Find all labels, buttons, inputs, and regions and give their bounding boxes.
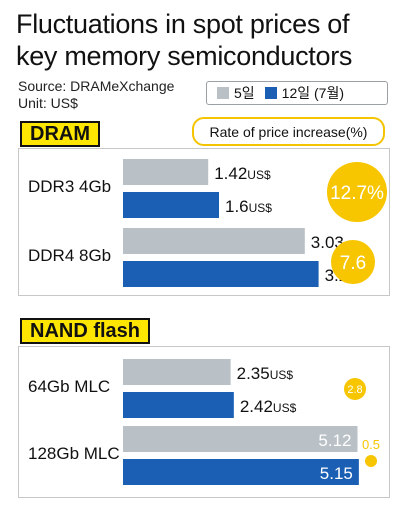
category-label-0: DDR3 4Gb [28,177,111,196]
legend-swatch-gray [217,87,229,99]
increase-label-nand-0: 2.8 [347,384,362,396]
nand-tag: NAND flash [20,318,151,344]
bar-dram-1-1 [123,261,319,287]
value-label-dram-1-0: 3.03 [311,233,344,252]
chart-title: Fluctuations in spot prices of key memor… [16,8,386,72]
value-label-nand-1-1: 5.15 [320,464,353,483]
legend-label-5: 5일 [234,85,255,101]
value-label-nand-0-0: 2.35US$ [237,364,294,383]
dram-tag: DRAM [20,121,100,147]
source-label: Source: DRAMeXchange [18,78,175,94]
bar-dram-0-0 [123,159,209,185]
legend: 5일 12일 (7월) [206,81,388,105]
bar-nand-1-0 [123,426,358,452]
title-line-2: key memory semiconductors [16,41,353,71]
category-label-1: DDR4 8Gb [28,246,111,265]
unit-suffix: US$ [249,201,273,215]
bar-dram-1-0 [123,228,305,254]
bar-nand-0-1 [123,392,234,418]
unit-suffix: US$ [270,368,294,382]
value-label-nand-1-0: 5.12 [318,431,351,450]
legend-label-12: 12일 (7월) [281,85,345,101]
nand-chart: 64Gb MLC 2.35US$ 2.42US$ 2.8 128Gb MLC 5.12 5.… [28,359,380,485]
category-label-1: 128Gb MLC [28,444,120,463]
unit-suffix: US$ [247,168,271,182]
nand-panel: 64Gb MLC 2.35US$ 2.42US$ 2.8 128Gb MLC 5.12 5.… [18,346,390,498]
value-label-dram-0-0: 1.42US$ [214,164,271,183]
increase-circle-dram-0 [327,162,387,222]
value-label-nand-0-1: 2.42US$ [240,397,297,416]
unit-suffix: US$ [273,401,297,415]
increase-circle-nand-1 [365,455,377,467]
bar-nand-0-0 [123,359,231,385]
increase-label-dram-1: 7.6 [340,253,366,274]
increase-note: Rate of price increase(%) [192,117,385,146]
increase-circle-dram-1 [331,240,375,284]
increase-label-nand-1: 0.5 [362,437,380,452]
legend-swatch-blue [264,87,277,99]
title-line-1: Fluctuations in spot prices of [16,9,350,39]
bar-dram-0-1 [123,192,219,218]
increase-label-dram-0: 12.7% [330,183,384,204]
bar-nand-1-1 [123,459,359,485]
category-label-0: 64Gb MLC [28,377,110,396]
increase-circle-nand-0 [344,378,366,400]
unit-label: Unit: US$ [18,95,78,111]
value-label-dram-0-1: 1.6US$ [225,197,272,216]
legend-item-12: 12일 (7월) [264,83,345,103]
legend-item-5: 5일 [217,83,255,103]
